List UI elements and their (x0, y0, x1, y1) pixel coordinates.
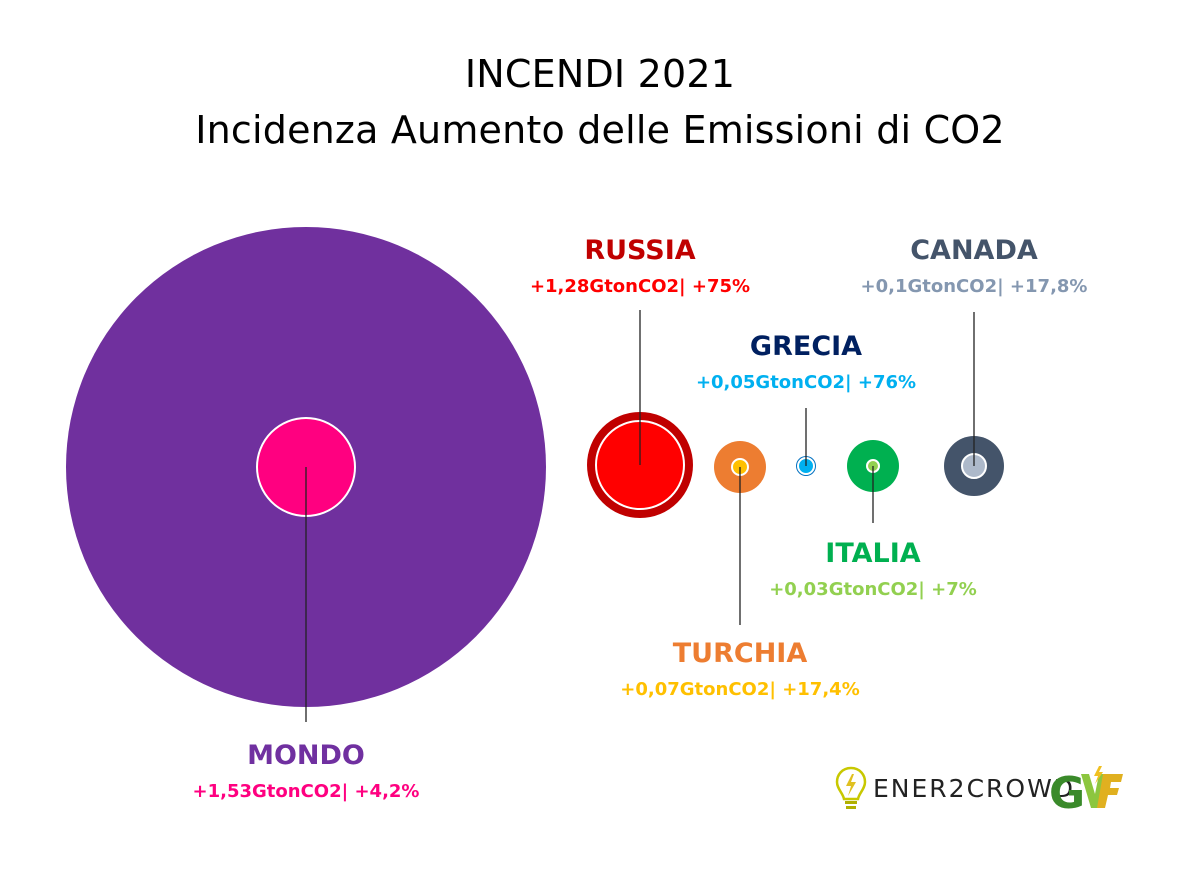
ener2crowd-logo: ENER2CROWD (873, 774, 1076, 803)
chart-title: INCENDI 2021 (464, 52, 736, 96)
label-name-grecia: GRECIA (750, 331, 862, 362)
gvf-logo: G (1049, 766, 1123, 816)
label-value-mondo: +1,53GtonCO2| +4,2% (193, 781, 420, 802)
label-name-canada: CANADA (910, 235, 1038, 266)
label-value-grecia: +0,05GtonCO2| +76% (696, 372, 916, 393)
label-name-italia: ITALIA (825, 538, 921, 569)
chart-subtitle: Incidenza Aumento delle Emissioni di CO2 (195, 108, 1005, 152)
label-value-russia: +1,28GtonCO2| +75% (530, 276, 750, 297)
label-name-russia: RUSSIA (584, 235, 695, 266)
label-name-mondo: MONDO (247, 740, 365, 771)
label-name-turchia: TURCHIA (673, 638, 808, 669)
label-value-italia: +0,03GtonCO2| +7% (769, 579, 977, 600)
lightbulb-icon (835, 766, 867, 809)
label-value-canada: +0,1GtonCO2| +17,8% (861, 276, 1088, 297)
logo-group: ENER2CROWD G (835, 760, 1165, 820)
label-value-turchia: +0,07GtonCO2| +17,4% (620, 679, 859, 700)
svg-text:G: G (1049, 768, 1085, 816)
